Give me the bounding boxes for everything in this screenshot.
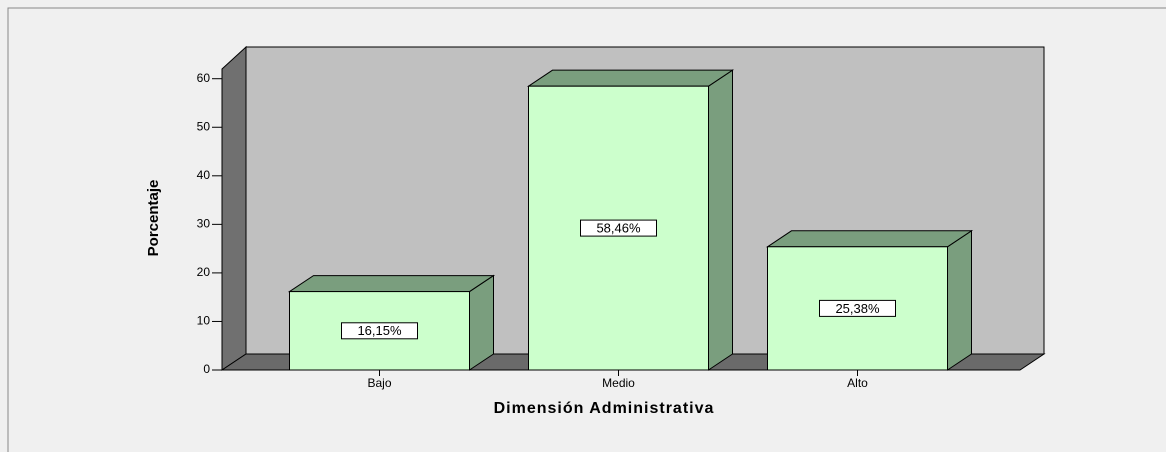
y-axis-label: Porcentaje	[145, 180, 162, 257]
y-tick-label: 30	[197, 217, 211, 231]
value-label: 16,15%	[357, 323, 402, 338]
left-wall	[221, 45, 247, 371]
y-tick-label: 10	[197, 314, 211, 328]
x-axis-label: Dimensión Administrativa	[494, 400, 715, 417]
bar-side	[708, 69, 733, 371]
x-tick-label: Bajo	[367, 376, 391, 390]
value-label-box	[580, 219, 657, 237]
y-tick-label: 20	[197, 265, 211, 279]
y-tick-label: 40	[197, 168, 211, 182]
value-label-box	[819, 299, 896, 317]
value-label: 58,46%	[596, 221, 641, 236]
bar-side	[947, 229, 972, 371]
value-label-box	[341, 322, 418, 340]
value-label: 25,38%	[835, 301, 880, 316]
bar-top	[287, 275, 496, 293]
x-tick-label: Alto	[847, 376, 868, 390]
bar-top	[765, 230, 974, 248]
y-tick-label: 50	[197, 119, 211, 133]
frame	[7, 7, 1166, 452]
bar-top	[526, 69, 735, 87]
y-tick-label: 60	[197, 71, 211, 85]
x-tick-label: Medio	[602, 376, 635, 390]
y-tick-label: 0	[203, 362, 210, 376]
